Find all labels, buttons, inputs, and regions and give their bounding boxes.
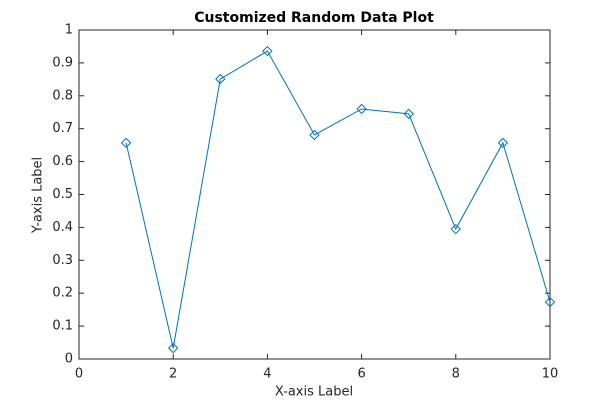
y-tick-label: 0.6: [52, 154, 73, 169]
y-tick-label: 0.4: [52, 220, 73, 235]
marker: [215, 73, 226, 85]
marker: [450, 223, 462, 235]
y-tick-label: 0.2: [52, 286, 73, 301]
data-line: [125, 50, 551, 349]
x-tick-label: 6: [357, 367, 365, 382]
marker: [544, 296, 556, 308]
y-tick-label: 1: [65, 23, 73, 38]
marker: [262, 45, 273, 57]
marker: [120, 137, 132, 149]
y-tick-label: 0: [65, 352, 73, 367]
marker: [309, 129, 320, 141]
x-tick-label: 8: [452, 367, 460, 382]
plot-frame: [78, 29, 551, 360]
x-tick-label: 2: [169, 367, 177, 382]
y-tick-label: 0.1: [52, 319, 73, 334]
y-tick-label: 0.5: [52, 187, 73, 202]
y-tick-label: 0.3: [52, 253, 73, 268]
x-tick-label: 0: [75, 367, 83, 382]
x-tick-label: 10: [542, 367, 559, 382]
chart-title: Customized Random Data Plot: [194, 10, 434, 26]
marker: [356, 103, 367, 115]
y-axis-label: Y-axis Label: [31, 157, 46, 234]
y-tick-label: 0.8: [52, 88, 73, 103]
y-tick-label: 0.7: [52, 121, 73, 136]
x-tick-label: 4: [263, 367, 271, 382]
marker: [403, 108, 414, 120]
x-axis-label: X-axis Label: [275, 385, 353, 400]
y-tick-label: 0.9: [52, 55, 73, 70]
marker: [497, 137, 509, 149]
marker: [167, 342, 179, 354]
